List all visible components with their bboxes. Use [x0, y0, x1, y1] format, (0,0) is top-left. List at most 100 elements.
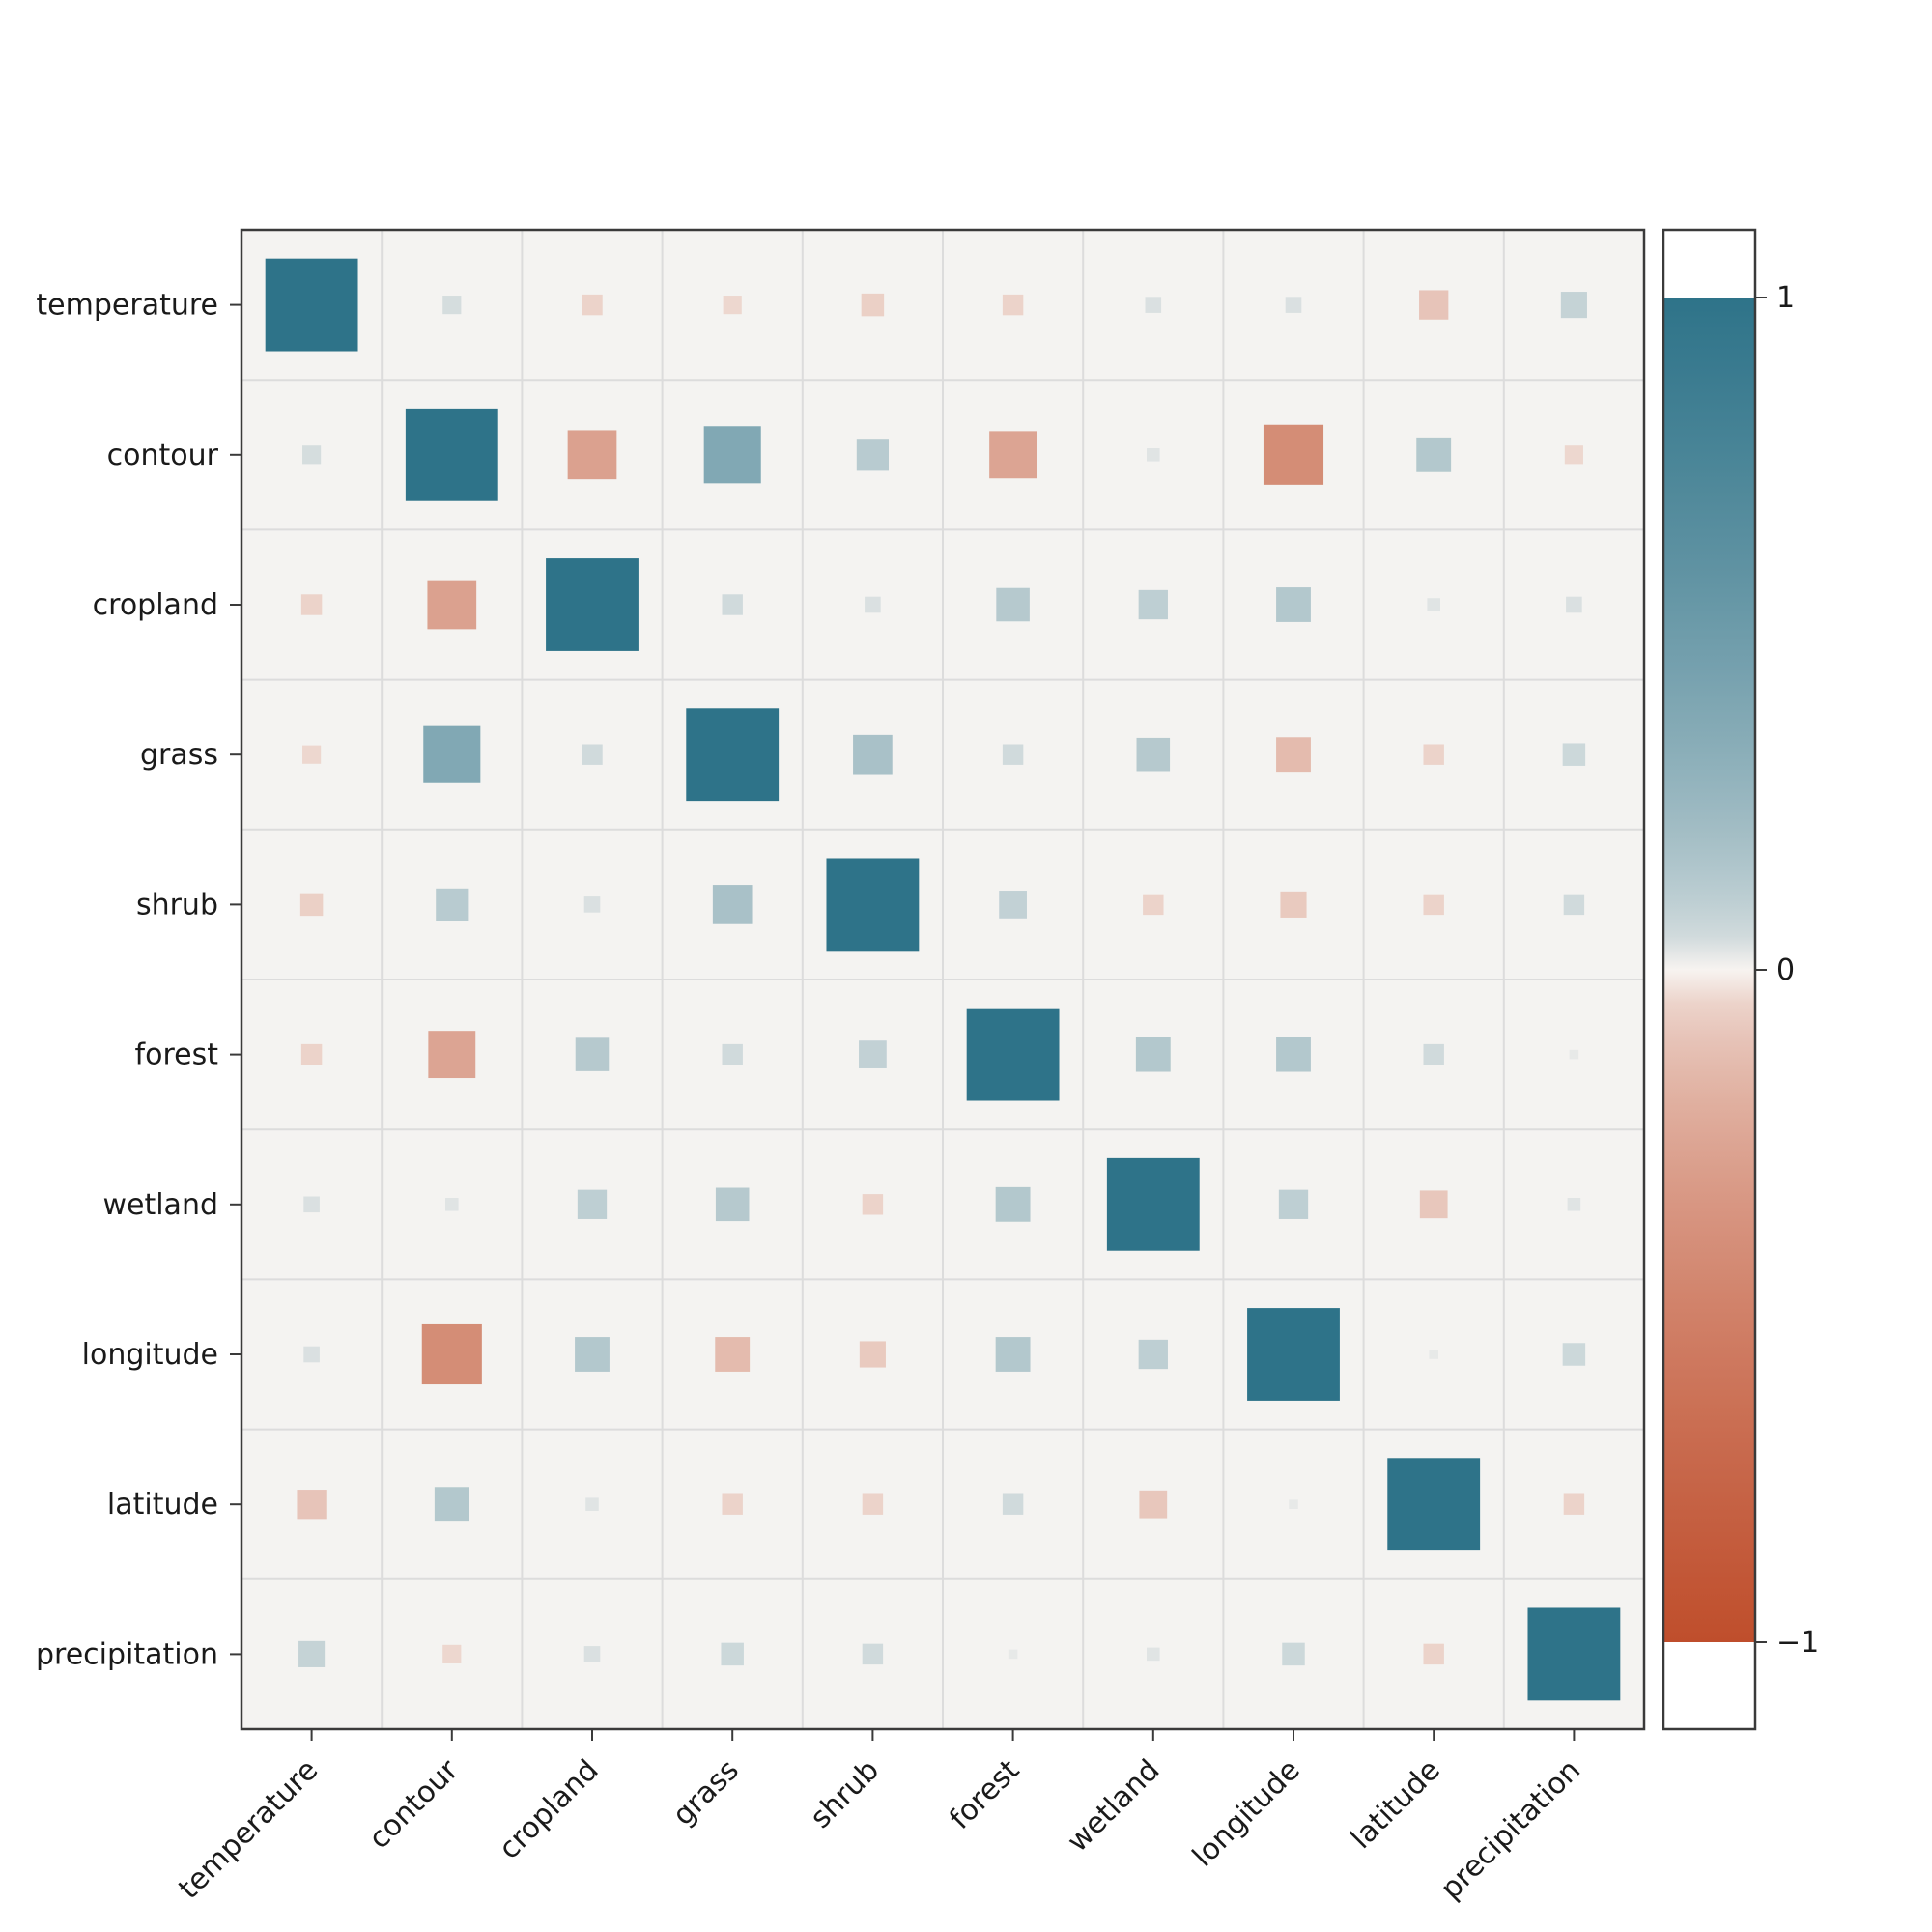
- matrix-cell: [434, 1487, 469, 1522]
- x-tick-label: latitude: [1345, 1753, 1447, 1856]
- matrix-cell: [995, 1337, 1031, 1372]
- matrix-cell: [712, 885, 753, 924]
- colorbar-tick-label: −1: [1776, 1626, 1819, 1660]
- matrix-cell: [300, 594, 323, 615]
- matrix-cell: [862, 1493, 884, 1515]
- matrix-cell: [583, 1646, 601, 1662]
- matrix-cell: [442, 296, 462, 315]
- matrix-cell: [1106, 1157, 1200, 1251]
- x-tick-label: precipitation: [1435, 1753, 1587, 1906]
- matrix-cell: [1566, 596, 1582, 613]
- matrix-cell: [575, 1337, 610, 1372]
- x-tick-label: longitude: [1186, 1753, 1307, 1874]
- matrix-cell: [582, 294, 603, 316]
- matrix-cell: [686, 708, 780, 802]
- matrix-cell: [298, 1640, 326, 1667]
- matrix-cell: [1263, 424, 1324, 485]
- matrix-cell: [1527, 1607, 1621, 1701]
- matrix-cell: [300, 1043, 323, 1065]
- matrix-cell: [1563, 894, 1585, 916]
- matrix-cell: [421, 1323, 482, 1385]
- matrix-cell: [423, 725, 481, 783]
- matrix-cell: [1276, 1037, 1311, 1072]
- matrix-cell: [1567, 1198, 1581, 1211]
- matrix-cell: [1138, 1339, 1168, 1370]
- matrix-cell: [989, 431, 1037, 479]
- colorbar-gradient: [1663, 298, 1755, 1642]
- matrix-cell: [1387, 1458, 1481, 1551]
- matrix-cell: [861, 293, 885, 317]
- x-tick-label: shrub: [804, 1753, 886, 1835]
- matrix-cell: [856, 439, 889, 471]
- matrix-cell: [1276, 587, 1311, 622]
- matrix-cell: [1002, 294, 1024, 316]
- y-tick-label: cropland: [93, 588, 218, 622]
- matrix-cell: [1564, 445, 1583, 465]
- colorbar-border: [1662, 228, 1757, 1731]
- matrix-cell: [303, 1196, 320, 1213]
- matrix-cell: [1423, 744, 1444, 765]
- matrix-cell: [265, 258, 358, 352]
- matrix-cell: [1145, 297, 1162, 313]
- x-tick-label: contour: [362, 1752, 466, 1856]
- colorbar-tick-label: 0: [1776, 953, 1795, 987]
- matrix-cell: [299, 893, 324, 917]
- matrix-cell: [722, 1493, 743, 1515]
- matrix-cell: [1562, 743, 1586, 766]
- matrix-cell: [723, 296, 742, 315]
- matrix-cell: [1002, 1493, 1024, 1515]
- matrix-cell: [1143, 894, 1164, 916]
- matrix-cell: [1280, 891, 1307, 918]
- y-tick-label: temperature: [36, 289, 218, 323]
- matrix-cell: [1289, 1499, 1298, 1509]
- matrix-cell: [1569, 1049, 1579, 1060]
- matrix-cell: [1429, 1350, 1438, 1359]
- matrix-cell: [1147, 448, 1160, 462]
- matrix-cell: [722, 1043, 743, 1065]
- matrix-cell: [303, 1346, 320, 1363]
- y-tick-label: longitude: [82, 1338, 218, 1372]
- matrix-cell: [1416, 437, 1452, 472]
- matrix-cell: [996, 587, 1030, 622]
- matrix-cell: [1285, 297, 1302, 313]
- matrix-cell: [297, 1490, 327, 1520]
- y-tick-label: latitude: [107, 1488, 218, 1521]
- matrix-cell: [715, 1337, 751, 1372]
- matrix-cell: [703, 426, 761, 484]
- matrix-cell: [1427, 598, 1440, 611]
- matrix-cell: [1147, 1647, 1160, 1662]
- matrix-cell: [1423, 1643, 1444, 1665]
- matrix-cell: [1138, 589, 1168, 620]
- matrix-cell: [1423, 894, 1444, 916]
- matrix-cell: [1139, 1490, 1168, 1519]
- matrix-cell: [442, 1644, 462, 1663]
- matrix-cell: [575, 1037, 610, 1071]
- matrix-cell: [428, 1031, 476, 1079]
- plot-border: [240, 228, 1646, 1731]
- matrix-cell: [582, 744, 603, 765]
- matrix-cell: [865, 596, 881, 613]
- y-tick-label: shrub: [136, 888, 218, 922]
- matrix-cell: [1278, 1189, 1309, 1219]
- matrix-cell: [721, 1642, 744, 1666]
- y-tick-label: wetland: [102, 1188, 218, 1222]
- y-tick-label: forest: [135, 1038, 219, 1072]
- colorbar-tick-label: 1: [1776, 281, 1795, 315]
- x-tick-label: cropland: [493, 1753, 606, 1866]
- matrix-cell: [1560, 292, 1587, 319]
- matrix-cell: [715, 1187, 750, 1222]
- matrix-cell: [826, 858, 920, 952]
- matrix-cell: [1008, 1649, 1018, 1660]
- matrix-cell: [1282, 1642, 1305, 1666]
- matrix-cell: [995, 1186, 1031, 1222]
- matrix-cell: [302, 445, 322, 465]
- matrix-cell: [1423, 1043, 1444, 1065]
- matrix-cell: [1419, 290, 1449, 320]
- matrix-cell: [1276, 737, 1311, 773]
- matrix-cell: [859, 1040, 887, 1068]
- matrix-cell: [302, 745, 322, 764]
- matrix-cell: [859, 1341, 886, 1368]
- y-tick-label: contour: [107, 439, 219, 472]
